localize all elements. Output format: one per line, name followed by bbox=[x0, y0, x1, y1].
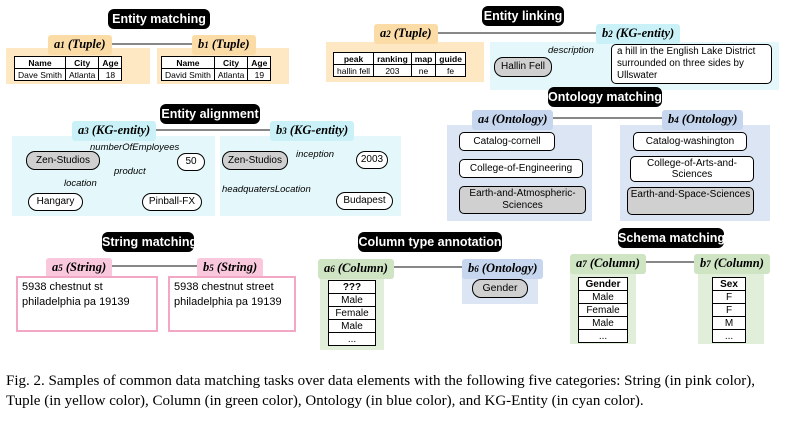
ea-budapest-node: Budapest bbox=[336, 192, 393, 210]
scm-b-column-table: Sex F F M ... bbox=[712, 277, 746, 343]
ea-2003-node: 2003 bbox=[356, 151, 388, 169]
ea-inception-edge-label: inception bbox=[296, 149, 335, 160]
column-type-annotation-title: Column type annotation bbox=[358, 232, 502, 252]
sm-a-label: a5 (String) bbox=[46, 258, 113, 278]
cta-column-table: ??? Male Female Male ... bbox=[328, 280, 376, 346]
scm-a-column-table: Gender Male Female Male ... bbox=[578, 277, 628, 343]
ea-hq-edge-label: headquatersLocation bbox=[222, 184, 311, 195]
om-a-label: a4 (Ontology) bbox=[472, 110, 554, 130]
string-matching-title: String matching bbox=[102, 232, 197, 252]
om-catalog-cornell-node: Catalog-cornell bbox=[459, 132, 555, 151]
cta-gender-node: Gender bbox=[472, 279, 528, 298]
em-tuple-a-table: Name City Age Dave Smith Atlanta 18 bbox=[14, 56, 123, 81]
om-college-arts-node: College-of-Arts-and-Sciences bbox=[630, 156, 754, 182]
sm-b-string-box: 5938 chestnut street philadelphia pa 191… bbox=[168, 276, 296, 332]
entity-alignment-title: Entity alignment bbox=[160, 104, 260, 124]
scm-a-label: a7 (Column) bbox=[570, 254, 646, 274]
cta-b-label: b6 (Ontology) bbox=[462, 259, 544, 279]
em-tuple-b-table: Name City Age David Smith Atlanta 19 bbox=[161, 56, 272, 81]
entity-linking-title: Entity linking bbox=[482, 6, 564, 26]
scm-b-label: b7 (Column) bbox=[694, 254, 770, 274]
ea-pinball-fx-node: Pinball-FX bbox=[142, 193, 202, 211]
em-a-label: a1 (Tuple) bbox=[48, 35, 112, 55]
figure-caption: Fig. 2. Samples of common data matching … bbox=[6, 373, 756, 409]
ea-right-zen-studios-node: Zen-Studios bbox=[222, 151, 288, 170]
om-earth-atmospheric-node: Earth-and-Atmospheric-Sciences bbox=[459, 186, 586, 214]
sm-b-label: b5 (String) bbox=[197, 258, 264, 278]
el-description-edge-label: description bbox=[548, 45, 594, 56]
ea-b-label: b3 (KG-entity) bbox=[270, 121, 355, 141]
el-tuple-table: peak ranking map guide hallin fell 203 ne fe bbox=[332, 52, 466, 77]
schema-matching-title: Schema matching bbox=[618, 228, 725, 248]
om-b-label: b4 (Ontology) bbox=[662, 110, 744, 130]
entity-matching-title: Entity matching bbox=[108, 9, 210, 29]
om-catalog-washington-node: Catalog-washington bbox=[633, 132, 747, 151]
ea-employees-edge-label: numberOfEmployees bbox=[90, 142, 180, 153]
el-a-label: a2 (Tuple) bbox=[374, 24, 438, 44]
om-college-engineering-node: College-of-Engineering bbox=[459, 159, 583, 178]
ea-left-zen-studios-node: Zen-Studios bbox=[26, 151, 100, 170]
ea-hangary-node: Hangary bbox=[28, 193, 83, 211]
sm-a-string-box: 5938 chestnut st philadelphia pa 19139 bbox=[16, 276, 158, 332]
ea-product-edge-label: product bbox=[114, 166, 146, 177]
cta-a-label: a6 (Column) bbox=[318, 259, 394, 279]
om-earth-space-node: Earth-and-Space-Sciences bbox=[627, 187, 754, 215]
el-hallin-fell-node: Hallin Fell bbox=[494, 57, 552, 77]
ea-a-label: a3 (KG-entity) bbox=[72, 121, 157, 141]
el-b-label: b2 (KG-entity) bbox=[596, 24, 681, 44]
ea-50-node: 50 bbox=[177, 153, 205, 171]
el-description-node: a hill in the English Lake District surr… bbox=[611, 44, 772, 84]
ea-location-edge-label: location bbox=[64, 178, 97, 189]
ontology-matching-title: Ontology matching bbox=[548, 87, 662, 107]
em-b-label: b1 (Tuple) bbox=[192, 35, 256, 55]
